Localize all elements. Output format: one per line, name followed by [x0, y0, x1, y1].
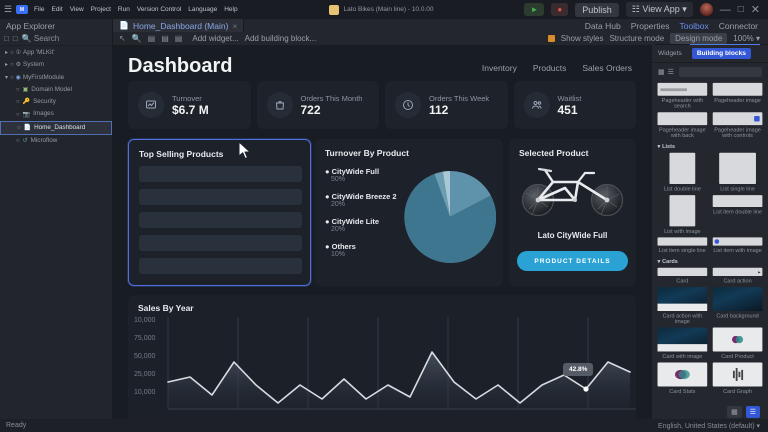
svg-text:25,000: 25,000 [134, 371, 156, 378]
svg-text:10,000: 10,000 [134, 389, 156, 396]
svg-text:10,000: 10,000 [134, 317, 156, 324]
svg-text:50,000: 50,000 [134, 353, 156, 360]
svg-text:75,000: 75,000 [134, 335, 156, 342]
